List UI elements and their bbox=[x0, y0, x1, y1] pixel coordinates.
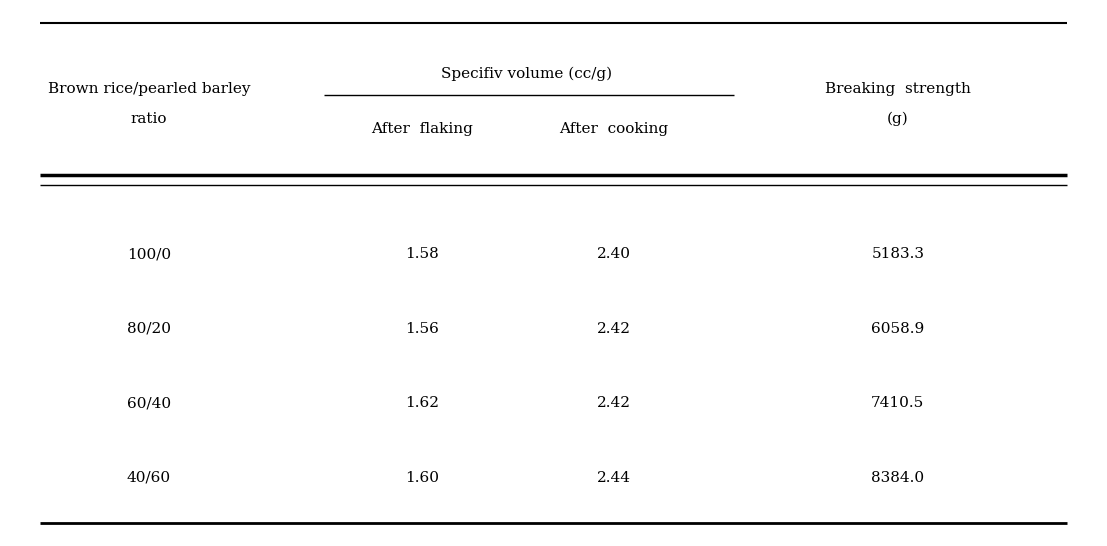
Text: Specifiv volume (cc/g): Specifiv volume (cc/g) bbox=[441, 66, 612, 81]
Text: 40/60: 40/60 bbox=[127, 471, 172, 485]
Text: 8384.0: 8384.0 bbox=[871, 471, 924, 485]
Text: 2.42: 2.42 bbox=[597, 396, 631, 411]
Text: Breaking  strength: Breaking strength bbox=[825, 82, 971, 97]
Text: 2.40: 2.40 bbox=[597, 247, 631, 262]
Text: After  flaking: After flaking bbox=[371, 122, 474, 136]
Text: 5183.3: 5183.3 bbox=[871, 247, 924, 262]
Text: Brown rice/pearled barley: Brown rice/pearled barley bbox=[48, 82, 250, 97]
Text: 2.44: 2.44 bbox=[597, 471, 631, 485]
Text: ratio: ratio bbox=[131, 112, 167, 126]
Text: 2.42: 2.42 bbox=[597, 322, 631, 336]
Text: 6058.9: 6058.9 bbox=[871, 322, 924, 336]
Text: 80/20: 80/20 bbox=[127, 322, 172, 336]
Text: 1.58: 1.58 bbox=[405, 247, 439, 262]
Text: After  cooking: After cooking bbox=[559, 122, 669, 136]
Text: 1.60: 1.60 bbox=[405, 471, 439, 485]
Text: 100/0: 100/0 bbox=[127, 247, 172, 262]
Text: (g): (g) bbox=[887, 111, 909, 126]
Text: 1.62: 1.62 bbox=[405, 396, 439, 411]
Text: 1.56: 1.56 bbox=[405, 322, 439, 336]
Text: 7410.5: 7410.5 bbox=[871, 396, 924, 411]
Text: 60/40: 60/40 bbox=[127, 396, 172, 411]
